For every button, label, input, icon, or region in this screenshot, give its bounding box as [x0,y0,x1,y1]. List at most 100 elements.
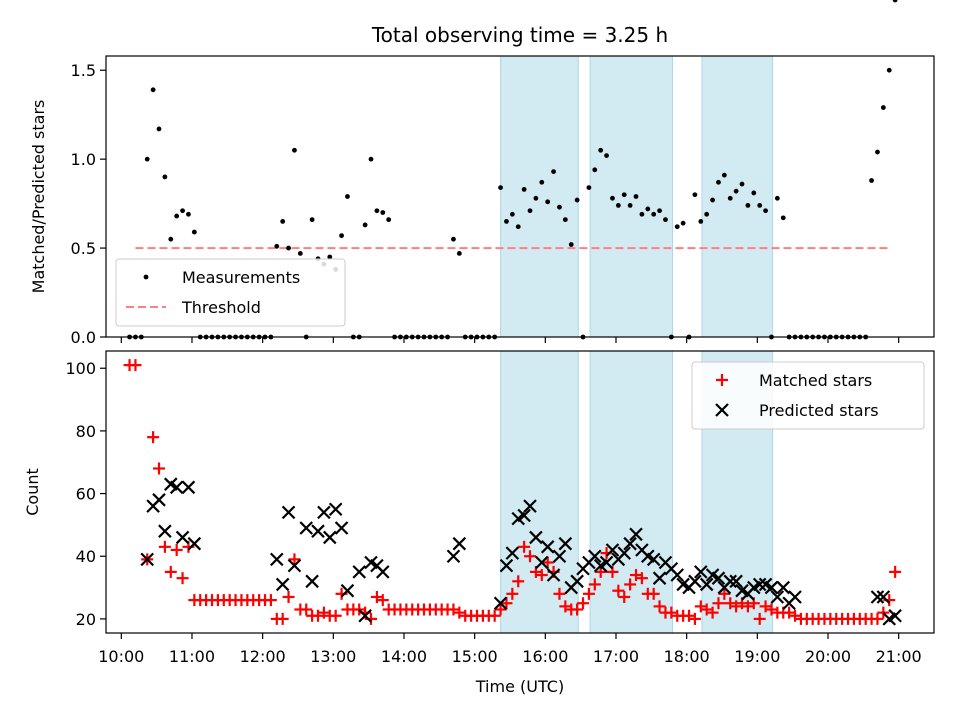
data-point [553,587,566,600]
data-point [368,156,374,162]
data-point [546,568,561,582]
data-point [512,575,525,588]
data-point [129,359,142,372]
data-point [456,251,462,256]
data-point [570,574,584,589]
data-point [770,590,785,604]
panel-ratio: 0.0 0.5 1.0 1.5 Matched/Predicted stars Measu… [29,0,935,347]
legend-label: Measurements [182,268,300,287]
data-point [191,229,197,235]
data-point [539,179,545,185]
data-point [757,202,763,208]
data-point [523,499,537,513]
legend: Measurements Threshold [115,258,346,327]
legend: Matched stars Predicted stars [691,361,925,430]
data-point [533,195,539,201]
data-point [499,558,514,573]
data-point [710,197,715,203]
data-point [624,578,637,591]
data-point [615,202,621,208]
data-point [588,549,602,564]
data-point [723,574,738,589]
data-point [888,608,902,623]
data-point [498,185,503,191]
data-point [297,251,303,256]
data-point [153,462,166,475]
data-point [886,67,892,73]
data-point [599,555,614,570]
data-point [150,87,156,93]
data-point [592,167,598,173]
data-point [452,536,467,551]
data-point [745,202,751,208]
data-point [144,156,150,162]
legend-box [691,361,925,430]
data-point [345,194,350,199]
x-tick-label: 10:00 [98,647,144,666]
data-point [586,185,592,191]
shaded-interval-2 [589,350,674,634]
data-point [276,612,289,625]
data-point [605,543,620,557]
data-point [527,208,533,214]
data-point [780,215,786,221]
data-point [488,609,501,622]
data-point [774,195,780,201]
data-point [558,536,573,551]
x-tick-label: 19:00 [734,647,780,666]
data-point [704,211,710,217]
data-point [286,245,291,251]
data-point [451,236,456,242]
data-point [670,568,685,582]
data-point [264,594,277,607]
data-point [552,549,567,564]
data-point [733,188,739,194]
shaded-interval-2 [589,55,674,338]
data-point [635,572,648,585]
data-point [535,569,548,582]
data-point [892,0,898,3]
data-point [680,220,686,226]
data-point [352,565,367,579]
series-2-points [140,477,902,626]
data-point [518,540,531,553]
data-point [618,590,631,603]
data-point [281,505,296,520]
data-point [551,169,556,175]
data-point [493,596,508,611]
y-tick-label: 100 [65,359,96,378]
data-point [541,556,554,569]
data-point [327,254,333,260]
y-axis-title: Matched/Predicted stars [29,100,48,294]
data-point [557,204,562,210]
data-point [156,126,162,132]
data-point [287,558,302,573]
data-point [653,600,666,613]
data-point [577,597,590,610]
data-point [716,179,721,185]
data-point [706,606,719,619]
data-point [275,577,290,592]
data-point [753,612,766,625]
data-point [889,565,902,578]
y-tick-label: 1.5 [71,61,96,80]
data-point [646,552,661,567]
data-point [386,217,392,223]
data-point [329,609,342,622]
data-point [718,587,731,600]
data-point [323,530,337,545]
data-point [877,606,890,619]
data-point [305,574,319,589]
data-point [299,521,314,535]
data-point [751,190,757,196]
data-point [871,612,884,625]
data-point [699,577,714,592]
data-point [763,208,768,214]
data-point [545,199,551,205]
data-point [870,590,885,604]
data-point [623,536,637,551]
x-tick-label: 15:00 [452,647,498,666]
data-point [187,536,202,551]
legend-label: Predicted stars [759,401,879,420]
